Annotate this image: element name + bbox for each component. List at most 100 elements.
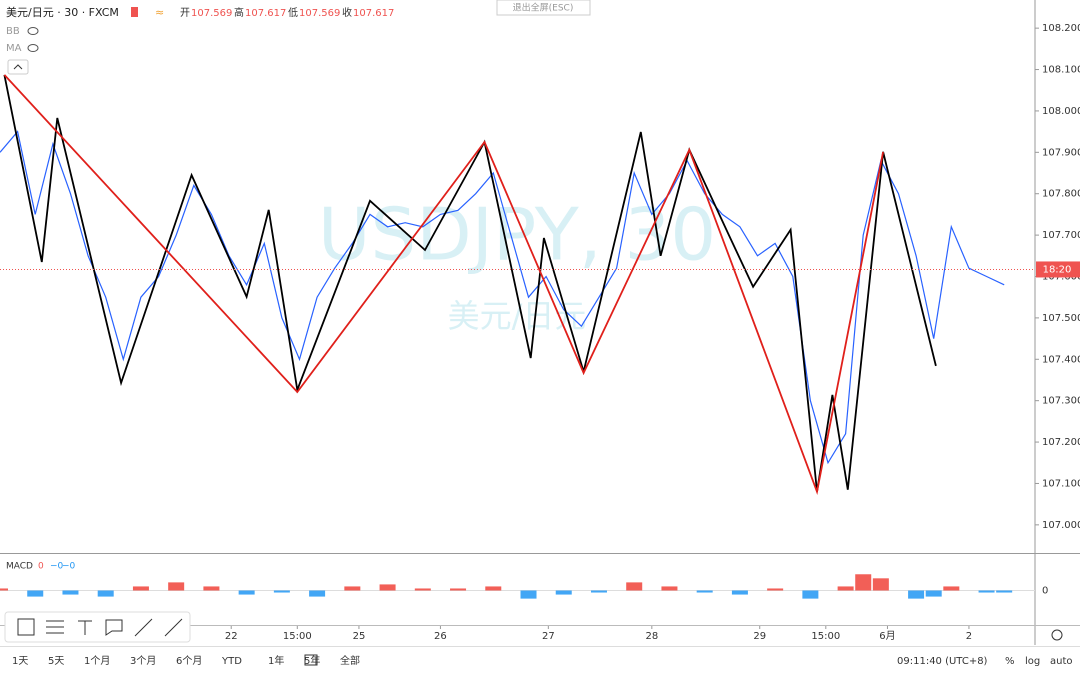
ohlc-value: 107.617 (245, 8, 286, 19)
compare-dates-icon[interactable] (304, 654, 318, 666)
macd-bar (925, 590, 942, 597)
macd-bar (485, 586, 502, 591)
x-tick-label: 29 (753, 631, 766, 642)
range-button[interactable]: 6个月 (176, 655, 202, 667)
series-line (3, 74, 884, 496)
scale-button[interactable]: auto (1050, 656, 1073, 667)
y-tick-label: 107.700 (1042, 230, 1080, 241)
range-button[interactable]: 1年 (268, 654, 284, 667)
macd-bar (450, 588, 467, 591)
eye-icon[interactable] (27, 27, 39, 35)
x-tick-label: 28 (645, 631, 658, 642)
ohlc-label: 收 (342, 6, 352, 19)
y-tick-label: 0 (1042, 586, 1048, 597)
macd-param: 0 (38, 562, 44, 572)
ohlc-label: 开 (180, 8, 190, 19)
scale-button[interactable]: log (1025, 656, 1040, 667)
macd-bar (802, 590, 819, 599)
range-button[interactable]: 5年 (304, 654, 320, 667)
y-tick-label: 107.400 (1042, 354, 1080, 365)
x-tick-label: 15:00 (811, 631, 840, 642)
macd-bar (520, 590, 537, 599)
tool-trend[interactable] (164, 618, 183, 637)
collapse-icon (13, 64, 23, 70)
settings-icon[interactable] (1051, 629, 1063, 641)
eye-icon[interactable] (27, 44, 39, 52)
x-tick-label: 27 (542, 631, 555, 642)
macd-bar (767, 588, 784, 591)
macd-bar (837, 586, 854, 591)
indicator-label: MA (6, 43, 22, 54)
macd-param: −0 (50, 562, 64, 572)
macd-bar (872, 578, 889, 591)
x-tick-label: 15:00 (283, 631, 312, 642)
y-tick-label: 107.000 (1042, 520, 1080, 531)
macd-bar (943, 586, 960, 591)
ohlc-label: 低 (288, 6, 298, 19)
exit-button[interactable] (496, 0, 591, 16)
macd-bar (203, 586, 220, 591)
macd-bar (555, 590, 572, 595)
scale-button[interactable]: % (1005, 656, 1015, 667)
indicator-label: BB (6, 26, 20, 37)
macd-param: −0 (62, 562, 76, 572)
x-tick-label: 26 (434, 631, 447, 642)
macd-bar (344, 586, 361, 591)
macd-bar (0, 588, 8, 591)
y-tick-label: 108.000 (1042, 106, 1080, 117)
macd-bar (414, 588, 431, 591)
ohlc-value: 107.569 (191, 8, 232, 19)
macd-bar (855, 574, 872, 591)
y-tick-label: 107.900 (1042, 147, 1080, 158)
ohlc-label: 高 (234, 6, 244, 19)
compare-icon[interactable]: ≈ (155, 6, 164, 19)
macd-bar (168, 582, 185, 591)
last-price-label: 18:20 (1043, 264, 1072, 275)
y-tick-label: 107.200 (1042, 437, 1080, 448)
y-tick-label: 108.200 (1042, 23, 1080, 34)
range-button[interactable]: 3个月 (130, 655, 156, 667)
macd-bar (731, 590, 748, 595)
macd-bar (978, 590, 995, 593)
x-tick-label: 6月 (879, 630, 895, 642)
ohlc-value: 107.617 (353, 8, 394, 19)
range-button[interactable]: YTD (221, 656, 242, 667)
macd-bar (62, 590, 79, 595)
symbol-title: 美元/日元 · 30 · FXCM (6, 6, 119, 19)
macd-bar (590, 590, 607, 593)
x-tick-label: 2 (966, 631, 972, 642)
last-price-tag (1036, 261, 1080, 278)
tool-lines[interactable] (46, 620, 64, 634)
macd-bar (97, 590, 114, 597)
range-button[interactable]: 全部 (340, 654, 360, 667)
macd-bar (238, 590, 255, 595)
macd-bar (661, 586, 678, 591)
macd-bar (273, 590, 290, 593)
x-tick-label: 25 (353, 631, 366, 642)
exit-fullscreen[interactable]: 退出全屏(ESC) (513, 2, 574, 14)
flag-icon[interactable] (131, 7, 138, 17)
tool-text[interactable] (78, 620, 92, 635)
macd-bar (379, 584, 396, 591)
x-tick-label: 22 (225, 631, 238, 642)
y-tick-label: 107.800 (1042, 189, 1080, 200)
tool-callout[interactable] (105, 619, 123, 636)
macd-bar (696, 590, 713, 593)
tool-ray[interactable] (134, 618, 153, 637)
macd-title: MACD (6, 562, 33, 572)
tool-rect[interactable] (17, 618, 35, 636)
ohlc-value: 107.569 (299, 8, 340, 19)
collapse-button[interactable] (7, 59, 29, 75)
drawing-toolbar (4, 611, 191, 643)
range-button[interactable]: 5天 (48, 656, 64, 667)
y-tick-label: 108.100 (1042, 65, 1080, 76)
clock: 09:11:40 (UTC+8) (897, 656, 988, 667)
macd-bar (626, 582, 643, 591)
macd-bar (908, 590, 925, 599)
range-button[interactable]: 1天 (12, 656, 28, 667)
y-tick-label: 107.100 (1042, 478, 1080, 489)
range-button[interactable]: 1个月 (84, 655, 110, 667)
